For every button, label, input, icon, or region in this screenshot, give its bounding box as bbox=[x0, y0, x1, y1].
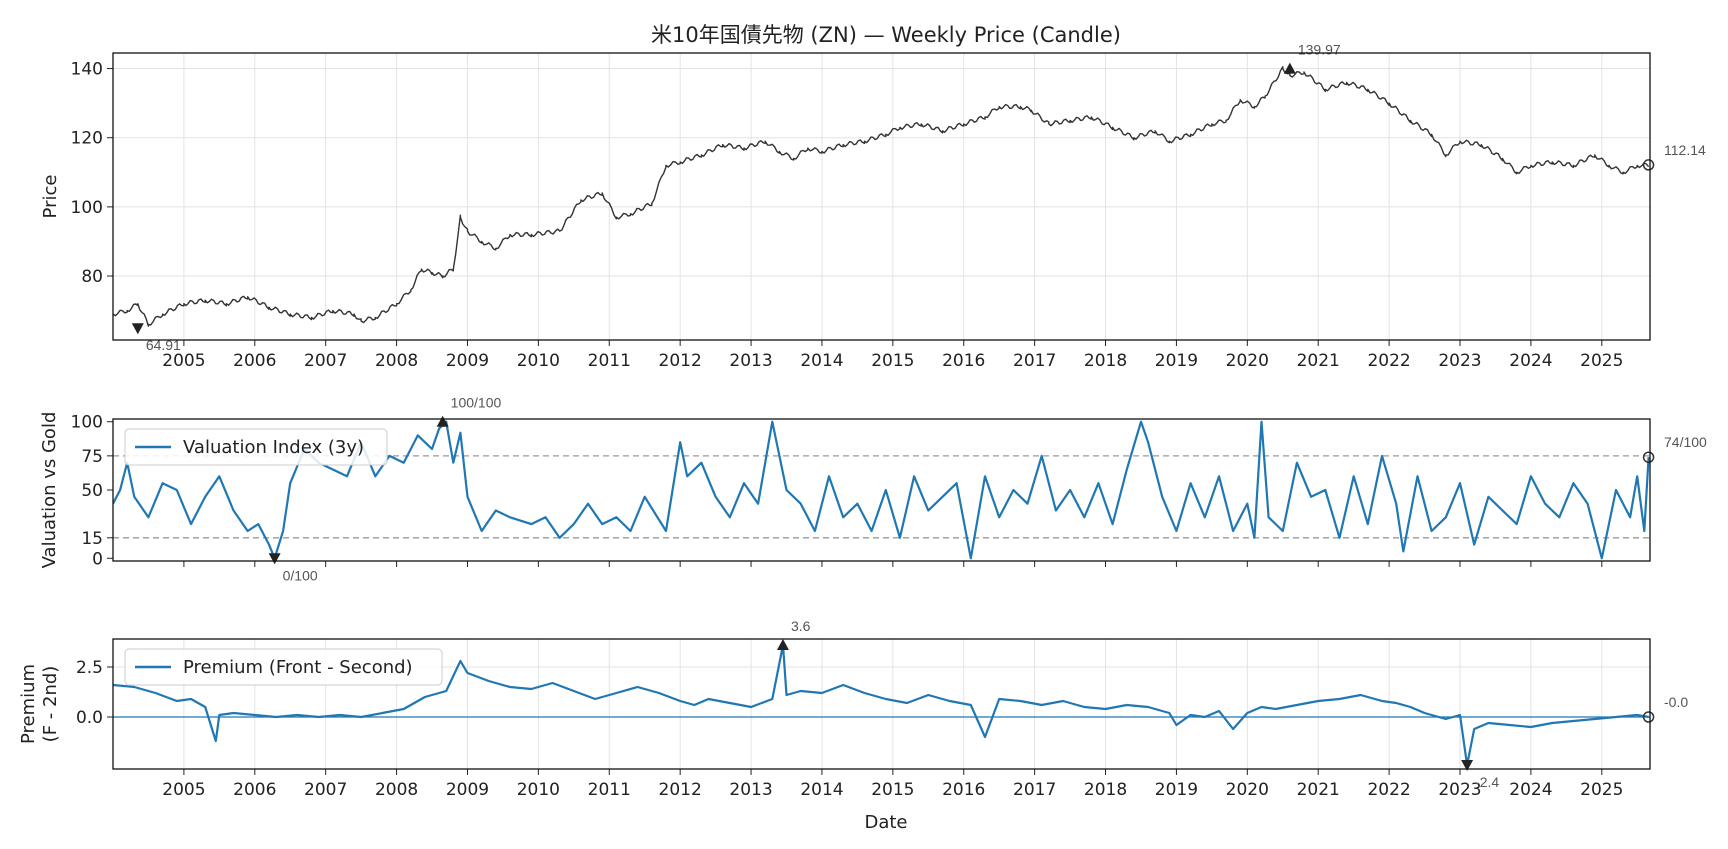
panel-frame bbox=[112, 638, 1651, 770]
x-tick-label: 2023 bbox=[1438, 351, 1481, 371]
y-axis-title: (F - 2nd) bbox=[40, 666, 61, 743]
x-tick-label: 2005 bbox=[162, 780, 205, 800]
last-marker bbox=[1642, 159, 1655, 171]
panel-price: 2005 2006 2007 2008 2009 2010 2011 2012 2013 2014… bbox=[40, 42, 1706, 371]
series-line-price bbox=[113, 66, 1650, 327]
legend-premium: Premium (Front - Second) bbox=[124, 648, 443, 686]
y-axis-title: Premium bbox=[18, 664, 39, 744]
max-annotation: 3.6 bbox=[791, 618, 811, 634]
y-tick-label: 100 bbox=[71, 413, 103, 433]
chart-title: 米10年国債先物 (ZN) — Weekly Price (Candle) bbox=[651, 23, 1121, 47]
x-tick-label: 2024 bbox=[1509, 780, 1552, 800]
x-tick-label: 2006 bbox=[233, 351, 276, 371]
series-line-premium bbox=[113, 643, 1649, 767]
min-annotation: 0/100 bbox=[283, 567, 318, 583]
legend-label: Premium (Front - Second) bbox=[183, 657, 413, 678]
x-tick-label: 2018 bbox=[1084, 351, 1127, 371]
x-tick-label: 2020 bbox=[1226, 780, 1269, 800]
legend-box bbox=[124, 648, 443, 686]
max-marker bbox=[776, 639, 789, 650]
x-tick-label: 2023 bbox=[1438, 780, 1481, 800]
y-tick-label: 80 bbox=[81, 267, 103, 287]
x-tick-label: 2013 bbox=[729, 351, 772, 371]
last-marker bbox=[1642, 451, 1655, 463]
x-tick-label: 2016 bbox=[942, 351, 985, 371]
legend-box bbox=[124, 428, 388, 466]
max-annotation: 139.97 bbox=[1298, 42, 1341, 58]
x-tick-label: 2022 bbox=[1367, 780, 1410, 800]
x-tick-label: 2022 bbox=[1367, 351, 1410, 371]
x-tick-label: 2021 bbox=[1297, 351, 1340, 371]
x-tick-label: 2009 bbox=[446, 780, 489, 800]
y-axis-title: Price bbox=[40, 175, 61, 219]
panel-frame bbox=[112, 418, 1651, 562]
last-annotation: 112.14 bbox=[1664, 142, 1706, 158]
y-tick-label: 50 bbox=[81, 481, 103, 501]
panel-premium: 2005 2006 2007 2008 2009 2010 2011 2012 2013 2014… bbox=[18, 618, 1688, 800]
x-tick-label: 2025 bbox=[1580, 780, 1623, 800]
last-annotation: -0.0 bbox=[1664, 694, 1688, 710]
x-tick-label: 2019 bbox=[1155, 351, 1198, 371]
x-tick-label: 2021 bbox=[1297, 780, 1340, 800]
panel-frame bbox=[112, 52, 1651, 341]
y-tick-label: 0 bbox=[92, 549, 103, 569]
max-marker bbox=[1283, 62, 1296, 74]
x-tick-label: 2014 bbox=[800, 351, 843, 371]
max-marker bbox=[436, 415, 449, 427]
panel-valuation: 015 50 75 100 Valuation vs Gold 100/100 0/100 7… bbox=[39, 395, 1707, 584]
y-tick-label: 120 bbox=[71, 129, 103, 149]
x-tick-label: 2008 bbox=[375, 351, 418, 371]
x-tick-label: 2013 bbox=[729, 780, 772, 800]
y-tick-label: 0.0 bbox=[76, 708, 103, 728]
y-tick-label: 15 bbox=[81, 529, 103, 549]
x-tick-label: 2017 bbox=[1013, 351, 1056, 371]
x-tick-label: 2006 bbox=[233, 780, 276, 800]
x-tick-label: 2017 bbox=[1013, 780, 1056, 800]
x-tick-label: 2008 bbox=[375, 780, 418, 800]
x-tick-label: 2020 bbox=[1226, 351, 1269, 371]
max-annotation: 100/100 bbox=[451, 395, 502, 411]
min-marker bbox=[1461, 760, 1474, 771]
x-tick-label: 2011 bbox=[588, 351, 631, 371]
legend-label: Valuation Index (3y) bbox=[183, 437, 364, 458]
x-tick-label: 2011 bbox=[588, 780, 631, 800]
y-tick-label: 2.5 bbox=[76, 658, 103, 678]
x-tick-label: 2015 bbox=[871, 351, 914, 371]
y-axis-title: Valuation vs Gold bbox=[39, 412, 60, 569]
x-tick-label: 2005 bbox=[162, 351, 205, 371]
x-tick-label: 2015 bbox=[871, 780, 914, 800]
min-marker bbox=[131, 323, 144, 335]
y-tick-label: 75 bbox=[81, 447, 103, 467]
x-axis-title: Date bbox=[864, 812, 907, 833]
x-tick-label: 2007 bbox=[304, 780, 347, 800]
x-tick-label: 2012 bbox=[659, 351, 702, 371]
min-annotation: 64.91 bbox=[146, 337, 181, 353]
x-tick-label: 2019 bbox=[1155, 780, 1198, 800]
min-annotation: -2.4 bbox=[1475, 774, 1499, 790]
x-tick-label: 2009 bbox=[446, 351, 489, 371]
x-tick-label: 2016 bbox=[942, 780, 985, 800]
x-tick-label: 2018 bbox=[1084, 780, 1127, 800]
y-tick-label: 100 bbox=[71, 198, 103, 218]
min-marker bbox=[268, 553, 281, 565]
x-tick-label: 2010 bbox=[517, 780, 560, 800]
y-tick-label: 140 bbox=[71, 60, 103, 80]
x-tick-label: 2024 bbox=[1509, 351, 1552, 371]
series-line-valuation bbox=[113, 420, 1650, 560]
x-tick-label: 2012 bbox=[659, 780, 702, 800]
x-tick-label: 2010 bbox=[517, 351, 560, 371]
x-tick-label: 2007 bbox=[304, 351, 347, 371]
chart-panels: 2005 2006 2007 2008 2009 2010 2011 2012 2013 2014… bbox=[18, 42, 1707, 800]
x-tick-label: 2014 bbox=[800, 780, 843, 800]
last-marker bbox=[1642, 711, 1655, 723]
legend-valuation: Valuation Index (3y) bbox=[124, 428, 388, 466]
x-tick-label: 2025 bbox=[1580, 351, 1623, 371]
last-annotation: 74/100 bbox=[1664, 434, 1707, 450]
